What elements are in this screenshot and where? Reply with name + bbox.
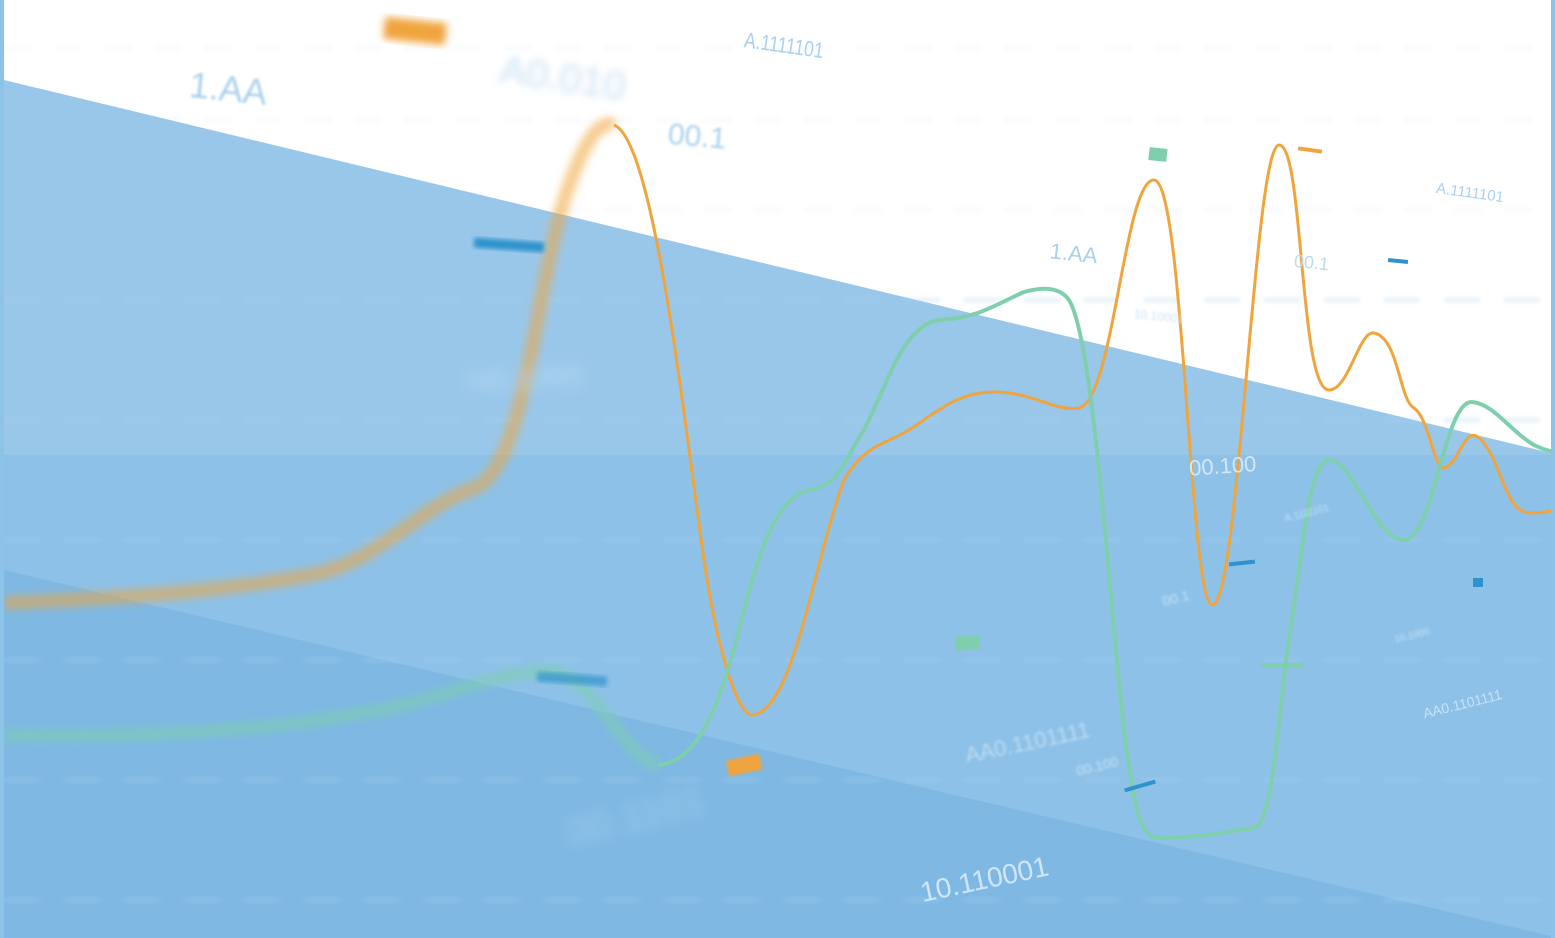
marker-blue-right xyxy=(1387,257,1409,265)
series-green xyxy=(658,286,1551,841)
marker-green-top xyxy=(1148,147,1168,162)
marker-orange-top xyxy=(383,16,447,46)
label-band-left: H0.1000 xyxy=(468,359,583,400)
marker-blue-small xyxy=(1473,578,1483,587)
marker-orange-low xyxy=(725,753,763,777)
band-dash-lines xyxy=(4,299,1551,901)
series-orange xyxy=(613,123,1551,717)
label-top-mid: 00.1 xyxy=(667,118,728,156)
marker-green-bar xyxy=(1261,663,1303,667)
label-band-00100: 00.100 xyxy=(1188,451,1257,481)
marker-blue-low xyxy=(1124,779,1156,793)
label-mid-10100: 10.10001 xyxy=(1133,307,1185,326)
marker-blue-center xyxy=(1228,559,1256,567)
accent-markers xyxy=(383,16,1483,793)
marker-blue-mid xyxy=(536,671,608,687)
series-orange-blurred xyxy=(4,117,617,610)
label-top-left-blurred: A0.010 xyxy=(497,48,629,109)
series-green-blurred xyxy=(4,665,661,771)
label-band-001-small: 00.1 xyxy=(1161,587,1192,609)
marker-blue-top xyxy=(473,237,545,253)
label-mid-1aa: 1.AA xyxy=(1049,238,1099,268)
label-mid-001: 00.1 xyxy=(1293,251,1330,275)
marker-orange-right xyxy=(1297,146,1323,154)
label-right-small-1: A.1111101 xyxy=(1435,180,1505,206)
label-top-left: 1.AA xyxy=(187,64,269,113)
marker-green-mid xyxy=(954,635,981,651)
label-top-center: A.1111101 xyxy=(743,28,825,63)
blue-band-lower xyxy=(4,570,1551,938)
abstract-line-graphic: 1.AA A0.010 00.1 A.1111101 A.1111101 1.A… xyxy=(4,16,1551,938)
